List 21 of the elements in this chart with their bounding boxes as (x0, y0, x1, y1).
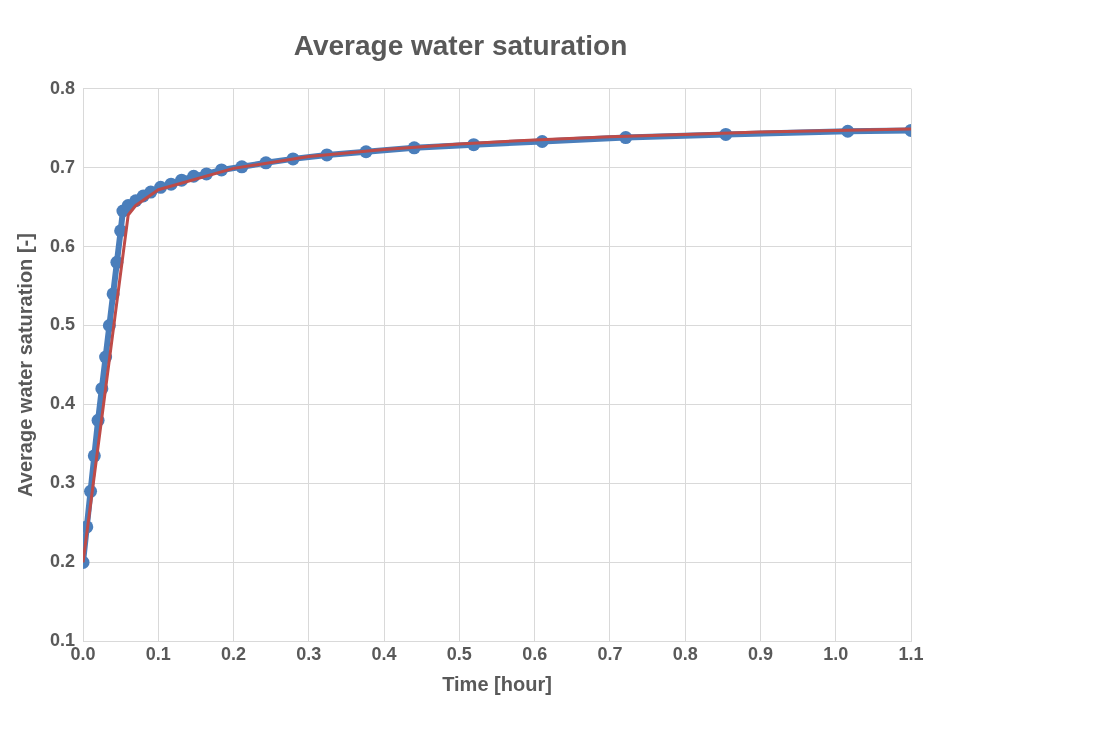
y-axis-title: Average water saturation [-] (13, 233, 36, 497)
x-tick-label: 0.2 (221, 644, 247, 665)
y-tick-label: 0.7 (49, 156, 76, 177)
y-tick-label: 0.2 (49, 551, 76, 572)
x-tick-label: 0.9 (747, 644, 773, 665)
x-tick-label: 0.3 (296, 644, 322, 665)
x-tick-label: 1.1 (898, 644, 924, 665)
y-tick-label: 0.5 (49, 314, 76, 335)
y-tick-label: 0.8 (49, 77, 76, 98)
y-tick-label: 0.6 (49, 235, 76, 256)
x-tick-label: 0.5 (446, 644, 472, 665)
x-tick-label: 0.4 (371, 644, 397, 665)
x-tick-label: 1.0 (823, 644, 849, 665)
x-tick-label: 0.7 (597, 644, 623, 665)
y-tick-label: 0.4 (49, 393, 76, 414)
chart-title: Average water saturation (293, 29, 628, 61)
x-axis-title: Time [hour] (442, 672, 552, 695)
y-tick-label: 0.3 (49, 472, 76, 493)
x-tick-label: 0.8 (672, 644, 698, 665)
x-tick-label: 0.6 (522, 644, 548, 665)
x-tick-label: 0.1 (145, 644, 171, 665)
